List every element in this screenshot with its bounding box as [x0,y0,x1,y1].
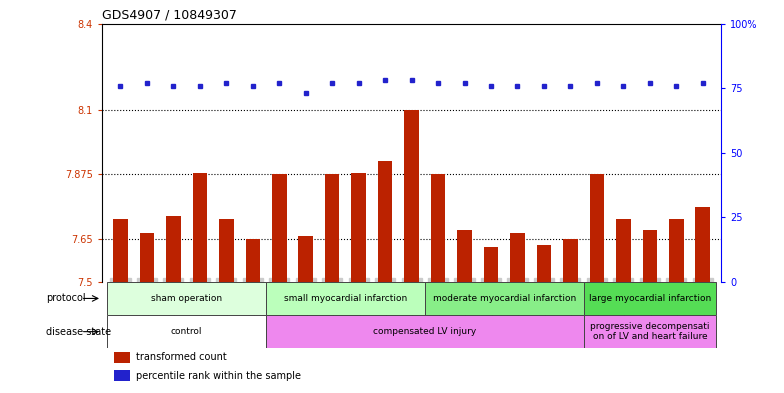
Text: small myocardial infarction: small myocardial infarction [284,294,407,303]
Bar [166,216,180,282]
Bar [430,174,445,282]
Bar [669,219,684,282]
Text: large myocardial infarction: large myocardial infarction [589,294,711,303]
Bar [299,236,313,282]
Bar [351,173,366,282]
Bar [590,174,604,282]
Bar [140,233,154,282]
Text: GDS4907 / 10849307: GDS4907 / 10849307 [102,8,237,21]
Text: compensated LV injury: compensated LV injury [373,327,477,336]
Text: disease state: disease state [46,327,111,337]
Bar [583,315,716,348]
Bar [537,244,551,282]
Bar [245,239,260,282]
Bar [193,173,207,282]
Text: sham operation: sham operation [151,294,222,303]
Bar [643,230,657,282]
Bar [510,233,524,282]
Bar [113,219,128,282]
Bar [583,282,716,315]
Bar [266,315,583,348]
Bar [107,282,266,315]
Bar [457,230,472,282]
Text: protocol: protocol [46,294,86,303]
Text: moderate myocardial infarction: moderate myocardial infarction [433,294,576,303]
Bar [378,161,393,282]
Bar [266,282,425,315]
Bar [695,207,710,282]
Bar [219,219,234,282]
Bar [114,352,130,363]
Bar [425,282,583,315]
Bar [272,174,286,282]
Bar [616,219,630,282]
Text: percentile rank within the sample: percentile rank within the sample [136,371,301,381]
Bar [405,110,419,282]
Text: transformed count: transformed count [136,353,227,362]
Bar [114,370,130,382]
Bar [484,248,499,282]
Bar [107,315,266,348]
Bar [325,174,339,282]
Text: progressive decompensati
on of LV and heart failure: progressive decompensati on of LV and he… [590,322,710,342]
Bar [563,239,578,282]
Text: control: control [171,327,202,336]
